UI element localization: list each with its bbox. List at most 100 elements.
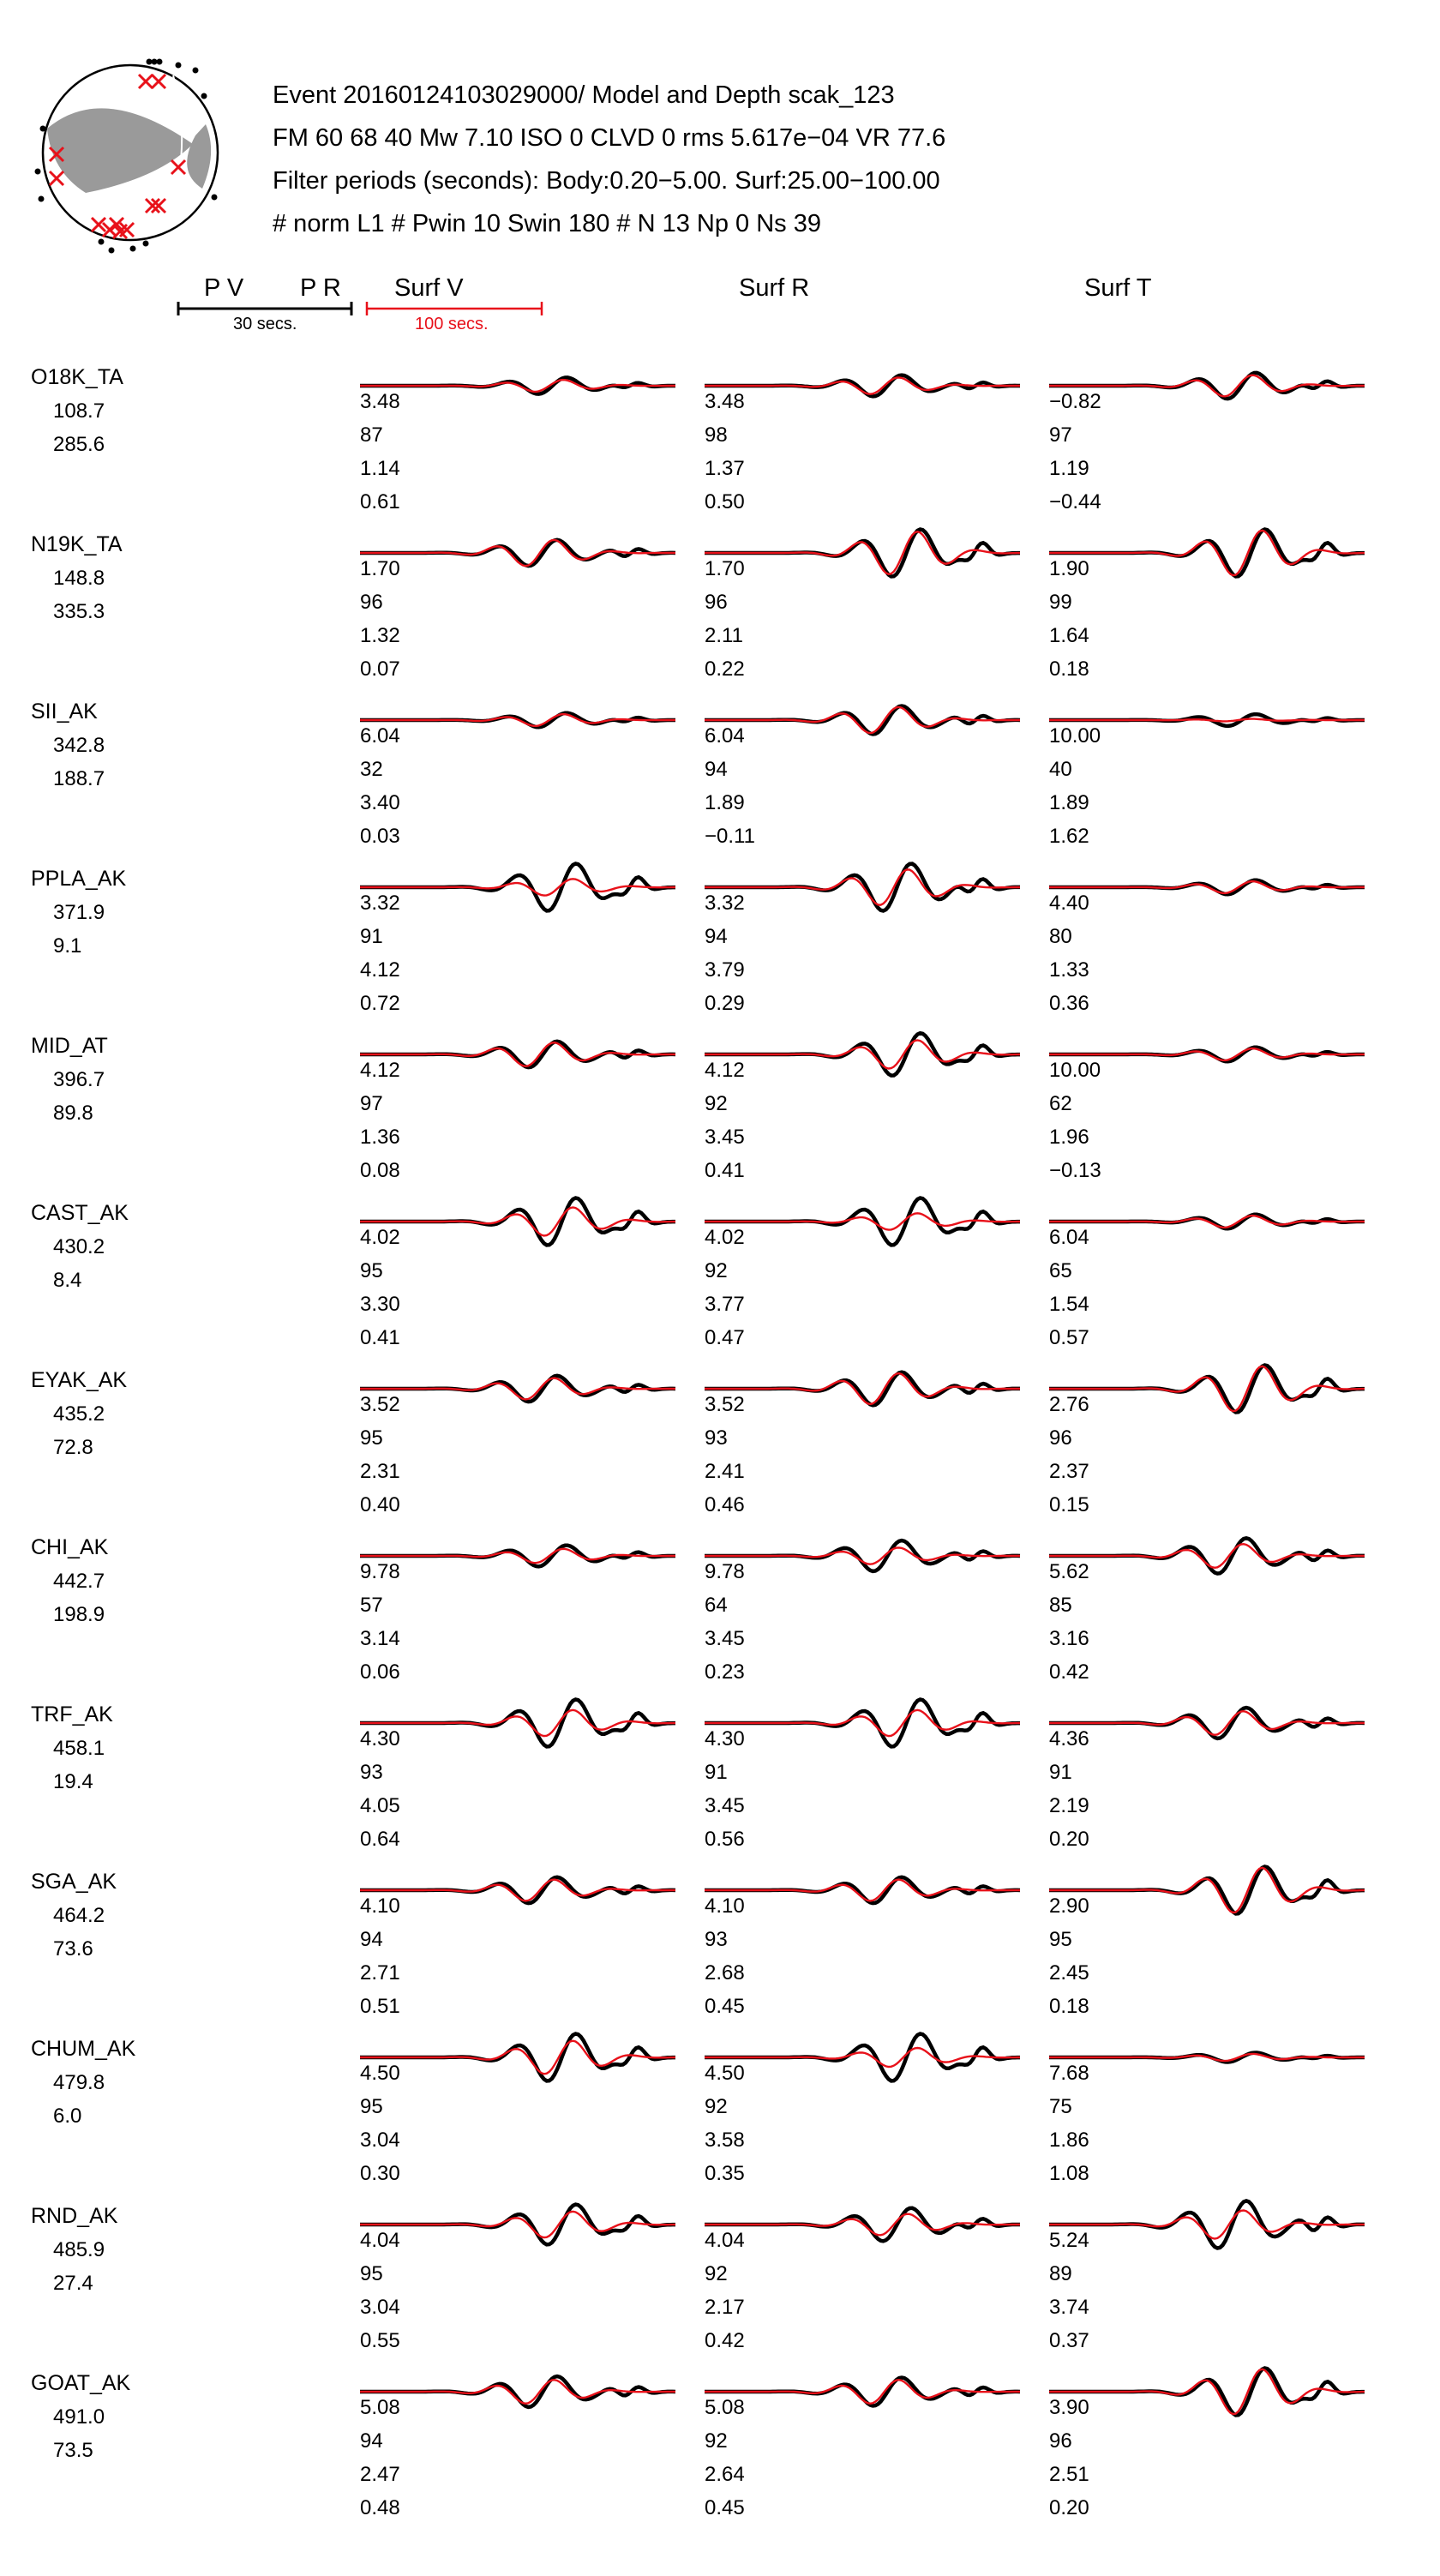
variance-reduction-value: 93 <box>705 1928 728 1951</box>
station-distance: 464.2 <box>53 1904 105 1927</box>
variance-reduction-value: 98 <box>705 423 728 447</box>
synthetic-waveform <box>360 1708 676 1738</box>
timeshift-value: 4.04 <box>705 2229 745 2252</box>
correlation-value: 0.72 <box>360 992 400 1015</box>
station-name: CAST_AK <box>31 1201 129 1225</box>
station-row: PPLA_AK 371.9 9.1 3.32 91 4.12 0.72 3.32 94 3.79 0… <box>31 862 1365 1015</box>
amplitude-ratio-value: 4.12 <box>360 958 400 982</box>
variance-reduction-value: 95 <box>1049 1928 1072 1951</box>
synthetic-waveform <box>705 706 1020 735</box>
variance-reduction-value: 96 <box>1049 2429 1072 2453</box>
timeshift-value: 6.04 <box>705 724 745 748</box>
beachball-polarity-x-mark <box>150 197 167 214</box>
correlation-value: 0.41 <box>705 1159 745 1182</box>
station-azimuth: 9.1 <box>53 934 81 958</box>
correlation-value: 0.18 <box>1049 1995 1089 2018</box>
amplitude-ratio-value: 1.19 <box>1049 457 1089 480</box>
amplitude-ratio-value: 2.68 <box>705 1961 745 1985</box>
timeshift-value: 3.48 <box>705 390 745 413</box>
station-name: SII_AK <box>31 700 98 724</box>
header-line-fm: FM 60 68 40 Mw 7.10 ISO 0 CLVD 0 rms 5.6… <box>273 124 945 152</box>
beachball-polarity-x-mark <box>48 170 65 187</box>
timeshift-value: 10.00 <box>1049 1059 1101 1082</box>
variance-reduction-value: 99 <box>1049 591 1072 614</box>
amplitude-ratio-value: 2.11 <box>705 624 743 647</box>
variance-reduction-value: 75 <box>1049 2095 1072 2118</box>
synthetic-waveform <box>705 1039 1021 1070</box>
correlation-value: 0.22 <box>705 658 745 681</box>
variance-reduction-value: 95 <box>360 1259 383 1282</box>
correlation-value: 0.08 <box>360 1159 400 1182</box>
variance-reduction-value: 87 <box>360 423 383 447</box>
station-distance: 396.7 <box>53 1068 105 1091</box>
station-row: RND_AK 485.9 27.4 4.04 95 3.04 0.55 4.04 92 2.17 0… <box>31 2199 1365 2352</box>
variance-reduction-value: 94 <box>360 1928 383 1951</box>
amplitude-ratio-value: 3.16 <box>1049 1627 1089 1650</box>
station-distance: 491.0 <box>53 2405 105 2429</box>
station-azimuth: 73.5 <box>53 2439 93 2462</box>
correlation-value: 1.08 <box>1049 2162 1089 2185</box>
amplitude-ratio-value: 3.30 <box>360 1293 400 1316</box>
beachball-station-dot <box>34 168 41 175</box>
surf-scale-label: 100 secs. <box>415 315 489 333</box>
beachball-station-dot <box>151 58 158 65</box>
synthetic-waveform <box>705 2378 1020 2405</box>
amplitude-ratio-value: 2.47 <box>360 2463 400 2486</box>
beachball-polarity-x-mark <box>108 216 125 233</box>
correlation-value: 0.48 <box>360 2496 400 2519</box>
timeshift-value: 7.68 <box>1049 2062 1089 2085</box>
synthetic-waveform <box>360 712 675 728</box>
correlation-value: 0.37 <box>1049 2329 1089 2352</box>
station-azimuth: 198.9 <box>53 1603 105 1626</box>
synthetic-waveform <box>1049 1214 1365 1229</box>
timeshift-value: 4.50 <box>360 2062 400 2085</box>
body-scale-label: 30 secs. <box>233 315 297 333</box>
station-name: SGA_AK <box>31 1870 117 1894</box>
variance-reduction-value: 96 <box>705 591 728 614</box>
station-azimuth: 27.4 <box>53 2272 93 2295</box>
station-distance: 435.2 <box>53 1402 105 1426</box>
variance-reduction-value: 65 <box>1049 1259 1072 1282</box>
station-row: SII_AK 342.8 188.7 6.04 32 3.40 0.03 6.04 94 1.89… <box>31 700 1365 848</box>
amplitude-ratio-value: 1.33 <box>1049 958 1089 982</box>
station-azimuth: 72.8 <box>53 1436 93 1459</box>
column-label-pr: P R <box>300 274 341 302</box>
variance-reduction-value: 94 <box>360 2429 383 2453</box>
column-headers: P V P R Surf V Surf R Surf T 30 secs. 10… <box>177 274 1152 333</box>
beachball-station-dot <box>108 247 115 254</box>
variance-reduction-value: 92 <box>705 2429 728 2453</box>
variance-reduction-value: 95 <box>360 1426 383 1450</box>
timeshift-value: 4.36 <box>1049 1727 1089 1750</box>
variance-reduction-value: 80 <box>1049 925 1072 948</box>
amplitude-ratio-value: 1.86 <box>1049 2129 1089 2152</box>
variance-reduction-value: 94 <box>705 758 728 781</box>
station-distance: 430.2 <box>53 1235 105 1258</box>
beachball-nodal-plane <box>167 75 183 222</box>
synthetic-waveform <box>1049 1866 1365 1914</box>
timeshift-value: 6.04 <box>1049 1226 1089 1249</box>
station-azimuth: 188.7 <box>53 767 105 790</box>
amplitude-ratio-value: 2.37 <box>1049 1460 1089 1483</box>
beachball-station-dot <box>211 194 218 201</box>
variance-reduction-value: 91 <box>1049 1761 1072 1784</box>
station-azimuth: 6.0 <box>53 2105 81 2128</box>
beachball-station-dot <box>175 62 182 69</box>
station-name: GOAT_AK <box>31 2371 131 2395</box>
station-row: N19K_TA 148.8 335.3 1.70 96 1.32 0.07 1.70 96 2.1… <box>31 527 1365 681</box>
synthetic-waveform <box>360 1547 675 1564</box>
amplitude-ratio-value: 3.77 <box>705 1293 745 1316</box>
variance-reduction-value: 97 <box>360 1092 383 1115</box>
variance-reduction-value: 89 <box>1049 2262 1072 2285</box>
variance-reduction-value: 95 <box>360 2262 383 2285</box>
amplitude-ratio-value: 2.41 <box>705 1460 745 1483</box>
correlation-value: 0.18 <box>1049 658 1089 681</box>
correlation-value: 0.45 <box>705 2496 745 2519</box>
amplitude-ratio-value: 1.64 <box>1049 624 1089 647</box>
amplitude-ratio-value: 2.51 <box>1049 2463 1089 2486</box>
correlation-value: 0.56 <box>705 1828 745 1851</box>
header: Event 20160124103029000/ Model and Depth… <box>273 81 945 237</box>
timeshift-value: 3.48 <box>360 390 400 413</box>
correlation-value: 0.29 <box>705 992 745 1015</box>
timeshift-value: 5.24 <box>1049 2229 1089 2252</box>
